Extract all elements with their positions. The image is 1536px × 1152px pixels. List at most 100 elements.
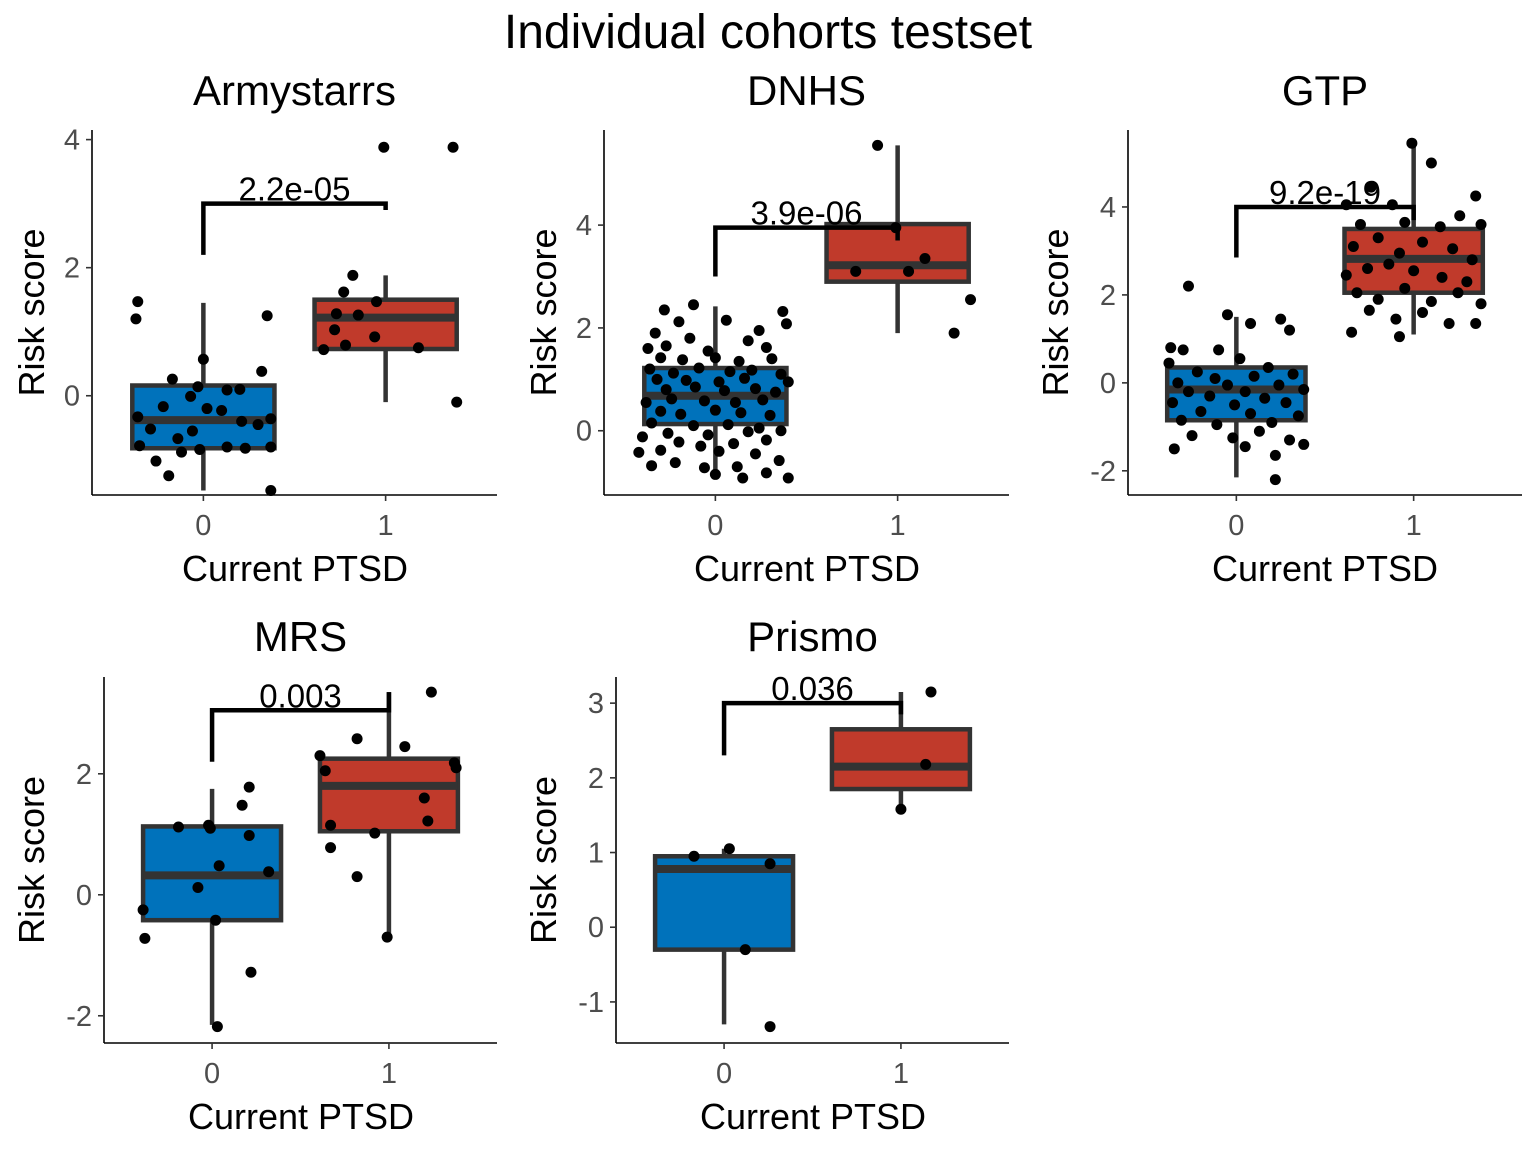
data-point — [1425, 296, 1437, 308]
data-point — [451, 396, 463, 408]
significance-bracket — [1234, 204, 1416, 258]
data-point — [684, 332, 696, 344]
data-point — [412, 342, 424, 354]
p-value-label: 9.2e-19 — [1269, 174, 1381, 211]
panel-title: Prismo — [747, 613, 878, 660]
data-point — [777, 305, 789, 317]
panel-title: Armystarrs — [193, 67, 396, 114]
data-point — [1186, 430, 1198, 442]
data-point — [760, 467, 772, 479]
data-point — [1408, 265, 1420, 277]
data-point — [1434, 221, 1446, 233]
data-point — [1406, 137, 1418, 149]
data-point — [737, 472, 749, 484]
data-point — [1262, 361, 1274, 373]
y-tick-label: 0 — [76, 880, 92, 912]
data-point — [1245, 408, 1257, 420]
data-point — [1191, 366, 1203, 378]
data-point — [760, 341, 772, 353]
data-point — [134, 440, 146, 452]
data-point — [1454, 210, 1466, 222]
data-point — [172, 433, 184, 445]
data-point — [642, 342, 654, 354]
data-point — [739, 372, 751, 384]
panel-title: DNHS — [747, 67, 866, 114]
box-1 — [317, 756, 461, 834]
data-point — [757, 394, 769, 406]
data-point — [369, 827, 381, 839]
data-point — [347, 269, 359, 281]
p-value-label: 0.003 — [259, 677, 342, 714]
data-point — [422, 815, 434, 827]
x-axis-label: Current PTSD — [700, 1096, 926, 1137]
data-point — [1466, 254, 1478, 266]
y-tick-label: 4 — [1100, 192, 1116, 224]
data-point — [340, 339, 352, 351]
data-point — [1221, 379, 1233, 391]
data-point — [192, 381, 204, 393]
data-point — [753, 422, 765, 434]
data-point — [213, 860, 225, 872]
data-point — [709, 468, 721, 480]
y-axis-label: Risk score — [523, 776, 564, 944]
x-axis-label: Current PTSD — [1212, 548, 1438, 589]
data-point — [1383, 258, 1395, 270]
data-point — [185, 390, 197, 402]
data-point — [660, 340, 672, 352]
data-point — [1461, 276, 1473, 288]
data-point — [163, 470, 175, 482]
data-point — [677, 354, 689, 366]
x-tick-label: 1 — [381, 1058, 397, 1090]
data-point — [666, 393, 678, 405]
data-point — [646, 417, 658, 429]
data-point — [1425, 157, 1437, 169]
data-point — [145, 423, 157, 435]
data-point — [728, 438, 740, 450]
data-point — [139, 932, 151, 944]
y-tick-label: -2 — [1090, 456, 1116, 488]
data-point — [329, 324, 341, 336]
y-tick-label: 4 — [64, 125, 80, 157]
data-point — [1259, 392, 1271, 404]
y-axis-label: Risk score — [11, 776, 52, 944]
data-point — [965, 294, 977, 306]
data-point — [669, 457, 681, 469]
data-point — [1362, 263, 1374, 275]
data-point — [709, 352, 721, 364]
data-point — [1417, 236, 1429, 248]
data-point — [731, 461, 743, 473]
data-point — [1182, 280, 1194, 292]
data-point — [1177, 344, 1189, 356]
data-point — [764, 858, 776, 870]
data-point — [369, 331, 381, 343]
data-point — [1417, 307, 1429, 318]
x-tick-label: 0 — [195, 510, 211, 542]
data-point — [261, 310, 273, 322]
data-point — [137, 904, 149, 916]
data-point — [381, 931, 393, 943]
data-point — [1390, 313, 1402, 325]
data-point — [197, 353, 209, 365]
data-point — [1372, 232, 1384, 244]
data-point — [713, 376, 725, 388]
data-point — [318, 344, 330, 356]
data-point — [236, 415, 248, 427]
p-value-label: 3.9e-06 — [751, 195, 863, 232]
y-tick-label: 3 — [588, 688, 604, 720]
data-point — [1266, 416, 1278, 428]
x-tick-label: 1 — [893, 1058, 909, 1090]
data-point — [1365, 181, 1377, 193]
panel-mrs: MRS -2 0 2 0 1 Current PTSD Risk score 0.003 — [11, 613, 497, 1137]
data-point — [658, 304, 670, 316]
data-point — [211, 1021, 223, 1033]
data-point — [245, 966, 257, 978]
data-point — [695, 440, 707, 452]
data-point — [688, 850, 700, 862]
data-point — [1447, 243, 1459, 255]
data-point — [1298, 438, 1310, 450]
y-tick-label: 2 — [576, 313, 592, 345]
data-point — [742, 426, 754, 438]
data-point — [720, 314, 732, 326]
data-point — [265, 485, 277, 497]
data-point — [655, 405, 667, 417]
